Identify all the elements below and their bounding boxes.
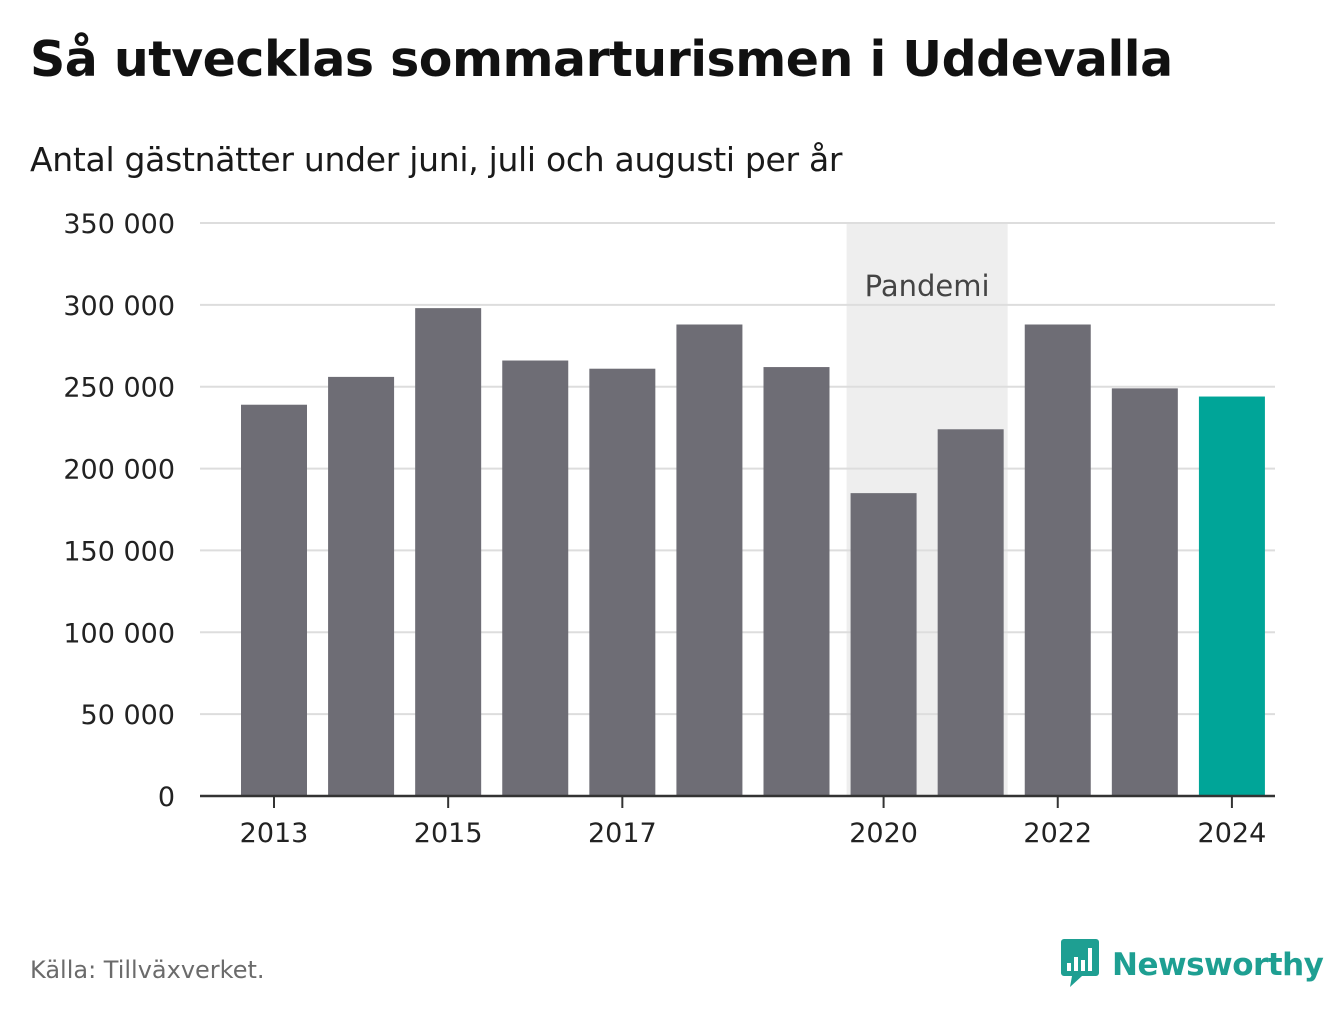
y-tick-label: 0 — [158, 782, 175, 813]
bar-2014 — [328, 376, 395, 796]
x-tick-label: 2017 — [588, 818, 657, 849]
bar-2015 — [415, 308, 482, 796]
x-tick-label: 2020 — [849, 818, 918, 849]
bars — [241, 308, 1265, 796]
y-tick-label: 300 000 — [63, 291, 175, 322]
y-tick-label: 100 000 — [63, 618, 175, 649]
brand-name: Newsworthy — [1112, 947, 1324, 983]
x-tick-label: 2024 — [1198, 818, 1267, 849]
brand-logo: Newsworthy — [1060, 937, 1324, 993]
bar-2018 — [676, 324, 743, 796]
y-tick-label: 250 000 — [63, 373, 175, 404]
chart-subtitle: Antal gästnätter under juni, juli och au… — [30, 140, 843, 179]
bar-2021 — [937, 429, 1004, 796]
x-tick-label: 2022 — [1023, 818, 1092, 849]
bar-2017 — [589, 368, 656, 796]
x-tick-label: 2015 — [414, 818, 483, 849]
pandemic-band-label: Pandemi — [865, 269, 990, 303]
bar-chart: Pandemi 0 50 000 100 000 150 000 200 000 250 … — [63, 209, 1275, 849]
bar-2022 — [1024, 324, 1091, 796]
y-tick-label: 200 000 — [63, 455, 175, 486]
y-tick-label: 150 000 — [63, 536, 175, 567]
x-tick-label: 2013 — [240, 818, 309, 849]
source-note: Källa: Tillväxverket. — [30, 956, 265, 984]
bar-2016 — [502, 360, 569, 796]
y-tick-label: 350 000 — [63, 209, 175, 240]
y-tick-label: 50 000 — [81, 700, 175, 731]
bar-2023 — [1111, 388, 1178, 796]
bar-2019 — [763, 367, 830, 796]
bar-2024 — [1198, 396, 1265, 796]
newsworthy-logo-icon — [1060, 937, 1100, 993]
axes: 2013 2015 2017 2020 2022 2024 — [200, 794, 1275, 849]
chart-title: Så utvecklas sommarturismen i Uddevalla — [30, 31, 1173, 88]
bar-2013 — [241, 404, 307, 796]
bar-2020 — [850, 493, 917, 796]
